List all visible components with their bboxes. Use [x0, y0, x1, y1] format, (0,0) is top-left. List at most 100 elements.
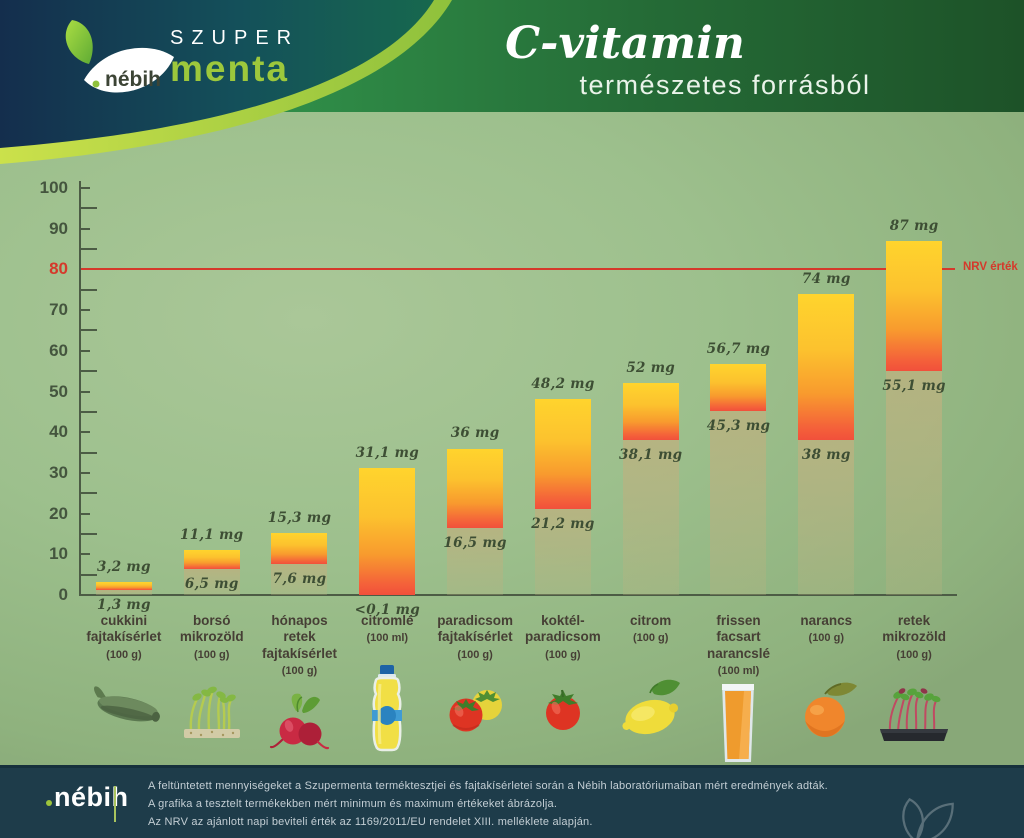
category-column-4: citromlé (100 ml)	[343, 613, 431, 769]
page-subtitle: természetes forrásból	[579, 70, 871, 100]
y-tick-minor	[81, 329, 97, 332]
y-axis-label-100: 100	[39, 178, 68, 197]
category-name: frissen facsart narancslé	[706, 613, 770, 661]
bar-column-8: 56,7 mg 45,3 mg	[695, 186, 783, 595]
brand-text: SZUPER menta	[170, 27, 299, 89]
bar-min-shadow	[95, 589, 152, 595]
y-tick-minor	[81, 207, 97, 210]
max-value-label: 74 mg	[801, 270, 851, 287]
category-name: narancs	[800, 613, 853, 628]
orange-juice-glass-icon	[695, 677, 783, 769]
bar-column-6: 48,2 mg 21,2 mg	[519, 186, 607, 595]
y-axis-label-90: 90	[49, 218, 68, 238]
bar-column-7: 52 mg 38,1 mg	[607, 186, 695, 595]
bar-range	[798, 293, 855, 441]
y-tick-major	[81, 227, 90, 230]
category-basis: (100 ml)	[717, 665, 760, 678]
category-column-10: retek mikrozöld (100 g)	[870, 613, 958, 769]
min-value-label: <0,1 mg	[354, 601, 420, 618]
y-tick-minor	[81, 288, 97, 291]
y-tick-minor	[81, 451, 97, 454]
radish-icon	[256, 677, 344, 769]
category-name: retek mikrozöld	[882, 613, 946, 645]
leaf-watermark-icon	[902, 798, 954, 838]
nrv-line-label: NRV érték	[963, 261, 1018, 274]
category-basis: (100 g)	[808, 632, 844, 645]
y-axis-label-50: 50	[49, 381, 68, 401]
radish-microgreen-icon	[870, 662, 958, 754]
bar-column-5: 36 mg 16,5 mg	[431, 186, 519, 595]
bar-range	[359, 468, 416, 595]
min-value-label: 1,3 mg	[97, 596, 151, 613]
bar-column-3: 15,3 mg 7,6 mg	[256, 186, 344, 595]
y-axis-line	[79, 181, 81, 596]
max-value-label: 15,3 mg	[267, 509, 332, 526]
bar-column-1: 3,2 mg 1,3 mg	[80, 186, 168, 613]
category-column-5: paradicsom fajtakísérlet (100 g)	[431, 613, 519, 769]
y-axis-label-70: 70	[49, 300, 68, 320]
bar-min-shadow	[622, 439, 679, 595]
category-basis: (100 g)	[545, 648, 581, 661]
category-column-8: frissen facsart narancslé (100 ml)	[695, 613, 783, 769]
category-basis: (100 g)	[193, 648, 230, 661]
y-axis-label-80: 80	[49, 259, 68, 279]
y-tick-major	[81, 349, 90, 352]
bar-min-shadow	[710, 410, 767, 595]
leaf-icon	[65, 20, 93, 64]
lens-shape	[84, 47, 174, 93]
y-tick-minor	[81, 532, 97, 535]
lemon-icon	[607, 662, 695, 754]
page-title: C-vitamin	[505, 18, 745, 69]
min-value-label: 45,3 mg	[706, 417, 771, 434]
category-name: citrom	[630, 613, 672, 628]
category-column-9: narancs (100 g)	[782, 613, 870, 769]
bar-min-shadow	[183, 568, 240, 595]
lemon-juice-bottle-icon	[343, 662, 431, 754]
y-tick-major	[81, 390, 90, 393]
bar-column-9: 74 mg 38 mg	[782, 186, 870, 595]
bar-range	[534, 398, 591, 509]
category-basis: (100 g)	[281, 665, 318, 678]
bar-min-shadow	[798, 440, 855, 595]
pea-microgreen-icon	[168, 662, 256, 754]
y-tick-major	[81, 553, 90, 556]
footer-divider	[114, 786, 116, 822]
orange-icon	[782, 662, 870, 754]
min-value-label: 6,5 mg	[184, 575, 239, 592]
y-tick-major	[81, 187, 90, 189]
category-name: cukkini fajtakísérlet	[86, 613, 162, 645]
category-name: citromlé	[361, 613, 414, 628]
bar-min-shadow	[271, 564, 328, 595]
y-tick-minor	[81, 370, 97, 373]
footer-note-2: A grafika a tesztelt termékekben mért mi…	[148, 798, 558, 810]
y-tick-minor	[81, 248, 97, 251]
max-value-label: 11,1 mg	[180, 526, 244, 543]
y-tick-major	[81, 309, 90, 312]
footer-logo-text: nébih	[54, 782, 129, 812]
tomatoes-icon	[431, 662, 519, 754]
category-column-6: koktél-paradicsom (100 g)	[519, 613, 607, 769]
footer-note-3: Az NRV az ajánlott napi beviteli érték a…	[148, 816, 593, 828]
nebih-logo-text: nébih	[105, 68, 161, 91]
max-value-label: 48,2 mg	[531, 375, 595, 392]
max-value-label: 31,1 mg	[355, 445, 419, 462]
min-value-label: 38,1 mg	[618, 446, 683, 463]
max-value-label: 56,7 mg	[706, 341, 771, 358]
brand-line1: SZUPER	[170, 27, 300, 49]
min-value-label: 38 mg	[801, 447, 851, 464]
bar-range	[183, 549, 240, 569]
bar-range	[710, 364, 767, 411]
bar-min-shadow	[886, 370, 943, 595]
nrv-reference-line	[81, 268, 955, 271]
bar-range	[95, 582, 152, 590]
min-value-label: 16,5 mg	[443, 534, 507, 551]
bar-range	[622, 383, 679, 440]
y-axis-labels: 0 10 20 30 40 50 60 70 80 90 100	[24, 0, 68, 838]
y-axis-label-20: 20	[49, 503, 68, 523]
nebih-leaf-logo: nébih	[65, 20, 174, 93]
max-value-label: 36 mg	[450, 425, 500, 442]
bar-range	[271, 532, 328, 565]
category-name: koktél-paradicsom	[524, 613, 601, 645]
y-tick-major	[81, 512, 90, 515]
